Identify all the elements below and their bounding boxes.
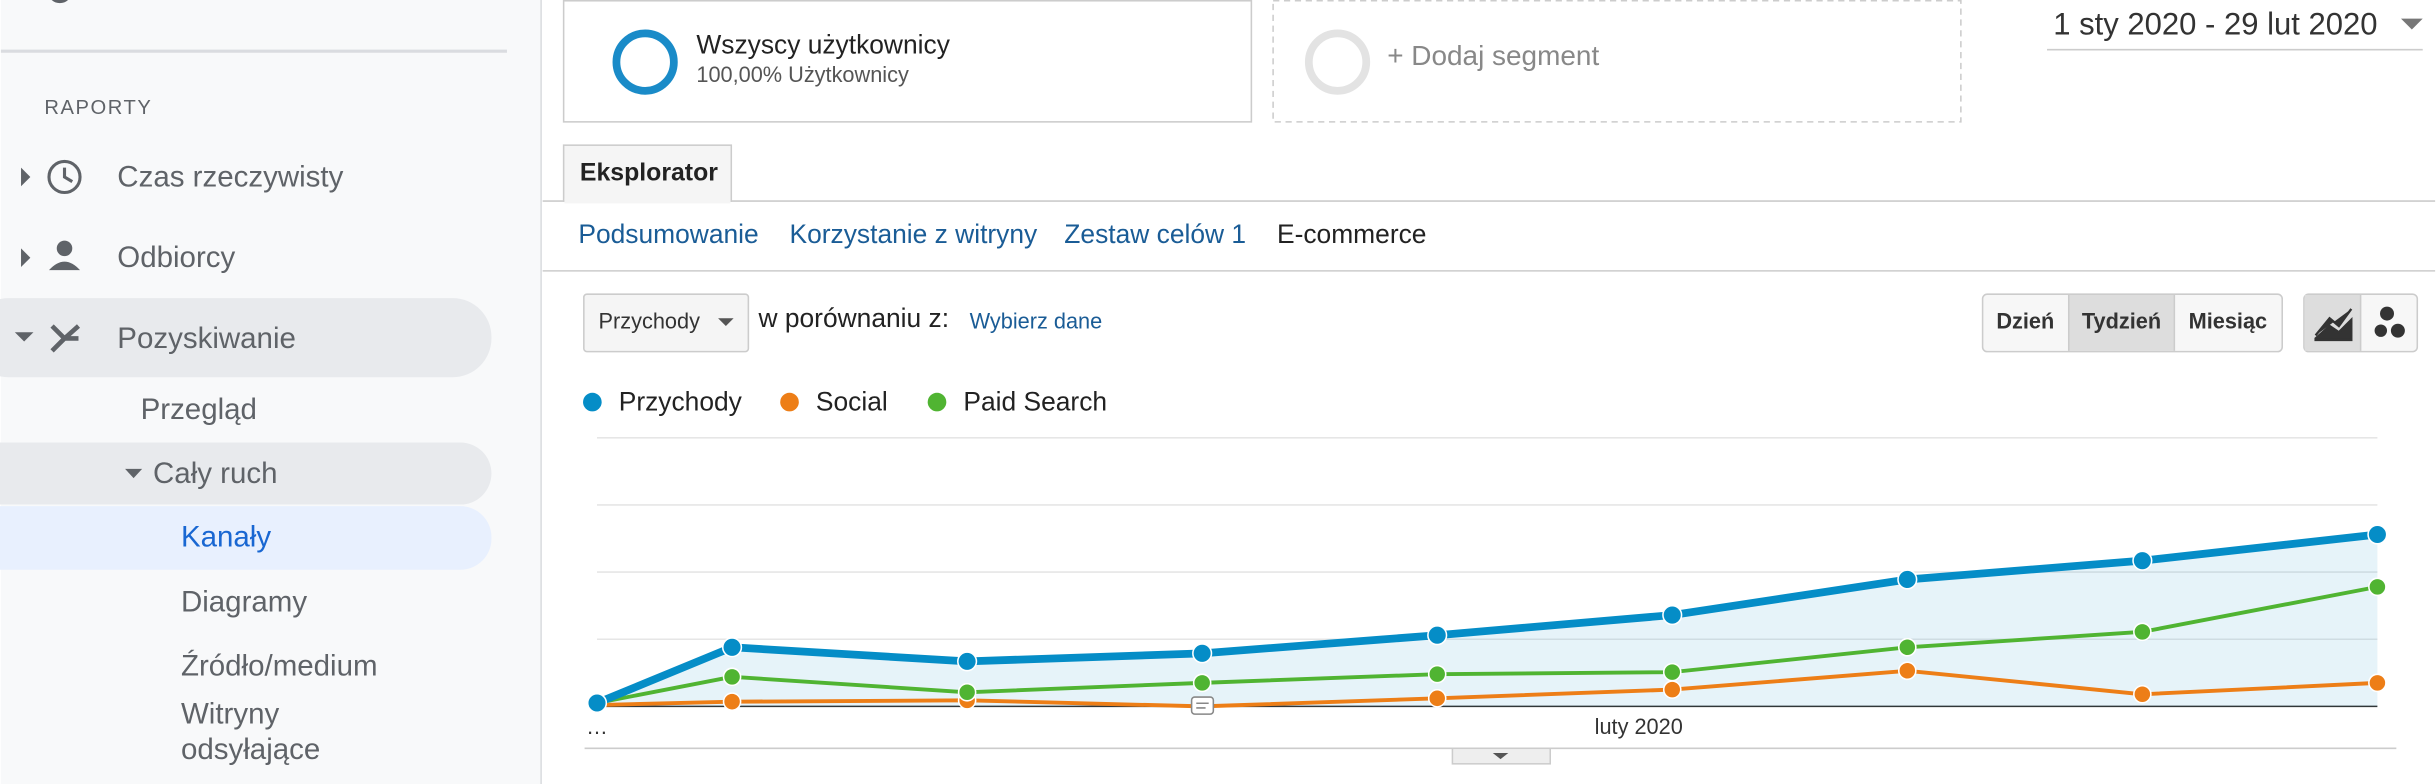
metric-label[interactable]: Przychody [599,309,701,334]
clock-icon [47,159,82,195]
data-point [1897,661,1917,681]
subtab[interactable]: Podsumowanie [578,219,758,249]
data-point [1427,625,1448,646]
subtab[interactable]: Korzystanie z witryny [790,219,1039,249]
section-label: RAPORTY [44,97,152,119]
legend-label: Przychody [619,387,743,417]
data-point [957,682,977,702]
data-point [1192,673,1212,693]
data-point [1427,689,1447,708]
legend-label: Paid Search [963,387,1107,417]
sidebar [0,0,542,784]
acquisition-icon [50,324,81,353]
nav-item[interactable]: Czas rzeczywisty [117,160,343,193]
segment-circle [612,29,678,95]
person-icon [56,240,73,257]
tab-joint [564,198,731,204]
add-segment-card[interactable] [1272,0,1962,123]
motion-icon[interactable] [2380,306,2394,321]
data-point [2132,550,2153,571]
data-point [1427,664,1447,684]
expand-arrow[interactable] [21,167,31,187]
data-point [1662,680,1682,699]
nav-item[interactable]: Przegląd [141,393,257,426]
motion-icon [2390,323,2405,338]
compare-link[interactable]: Wybierz dane [970,309,1103,334]
annotation-marker-lines [1196,702,1209,709]
segment-circle-empty [1304,29,1371,95]
legend-dot [780,392,799,412]
segment-title: Wszyscy użytkownicy [696,30,950,60]
legend-dot [927,392,947,412]
dropdown-arrow [718,318,734,327]
line-chart-icon [2314,308,2353,342]
data-point [2133,622,2152,642]
search-icon[interactable] [49,0,71,4]
legend-dot [583,392,602,412]
segment-subtitle: 100,00% Użytkownicy [696,62,909,87]
annotation-marker[interactable] [1190,696,1215,715]
nav-item[interactable]: Cały ruch [153,457,278,490]
legend-label: Social [816,387,888,417]
nav-selected-bg [0,506,492,570]
data-point [722,692,742,711]
date-dropdown[interactable] [2400,18,2423,30]
data-point [1897,637,1917,657]
period-button[interactable]: Miesiąc [2189,309,2267,334]
data-point [1662,604,1683,626]
metric-dropdown[interactable] [583,293,750,353]
nav-item-selected[interactable]: Kanały [181,521,271,554]
segment-card[interactable] [562,0,1253,123]
clock-hands [62,167,74,183]
subtab-active[interactable]: E-commerce [1277,219,1426,249]
data-point [722,667,742,687]
nav-item[interactable]: Pozyskiwanie [117,322,296,355]
tab-label[interactable]: Eksplorator [580,159,718,186]
nav-item[interactable]: Witryny odsyłające [180,698,321,767]
data-point [2133,684,2152,704]
data-point [1662,662,1682,682]
collapse-arrow[interactable] [125,468,143,479]
x-axis-label: … [586,714,608,739]
expand-arrow[interactable] [21,248,31,268]
motion-icon [2374,324,2388,337]
subtab[interactable]: Zestaw celów 1 [1064,219,1246,249]
period-button[interactable]: Dzień [1996,309,2054,334]
add-segment[interactable]: + Dodaj segment [1387,40,1599,71]
collapse-arrow [1492,752,1509,760]
compare-label: w porównaniu z: [757,303,949,333]
data-point [2367,524,2388,545]
data-point [957,651,978,672]
area [597,534,2378,707]
nav-item-wrap: Witryny odsyłające [180,698,321,767]
data-point [586,692,608,714]
date-range[interactable]: 1 sty 2020 - 29 lut 2020 [2053,7,2377,42]
nav-active-bg [0,442,492,505]
person-icon-body [48,261,81,271]
collapse-arrow[interactable] [14,332,34,342]
nav-item[interactable]: Źródło/medium [181,649,378,682]
nav-active-bg [0,298,492,378]
data-point [2368,577,2387,597]
chart: … luty 2020 Przychody Social Paid Search [583,387,2397,765]
data-point [1897,569,1918,590]
data-point [721,637,743,658]
nav-item[interactable]: Odbiorcy [117,241,235,274]
data-point [2368,673,2387,693]
nav-item[interactable]: Diagramy [181,586,307,619]
x-axis-label: luty 2020 [1595,714,1683,739]
period-active-bg [2068,294,2175,351]
data-point [1192,643,1213,664]
period-button-active[interactable]: Tydzień [2082,309,2161,334]
